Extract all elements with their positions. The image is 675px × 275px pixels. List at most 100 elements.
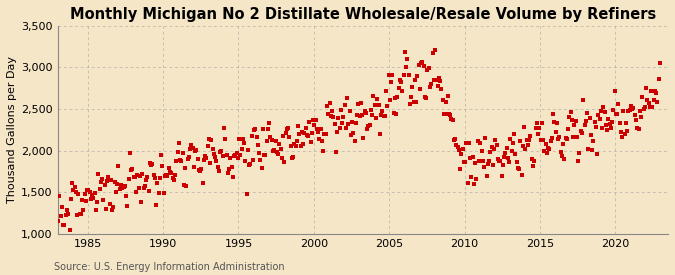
Point (583, 146, 594, 151)
Point (61, 208, 72, 212)
Point (493, 157, 504, 161)
Point (333, 116, 344, 120)
Point (394, 86, 404, 90)
Point (126, 168, 136, 172)
Point (522, 143, 533, 147)
Point (150, 176, 161, 181)
Point (136, 200, 146, 204)
Point (476, 149, 487, 153)
Text: Source: U.S. Energy Information Administration: Source: U.S. Energy Information Administ… (54, 262, 285, 272)
Point (124, 151, 135, 155)
Point (60, 213, 71, 217)
Point (161, 172, 171, 177)
Point (143, 189, 154, 194)
Point (132, 173, 142, 177)
Point (464, 141, 475, 145)
Point (556, 150, 566, 155)
Point (177, 151, 188, 155)
Point (173, 141, 184, 145)
Point (371, 116, 381, 120)
Point (502, 156, 513, 160)
Point (433, 76, 444, 81)
Point (394, 78, 405, 82)
Point (629, 112, 640, 117)
Point (368, 94, 379, 98)
Point (541, 151, 552, 155)
Point (112, 182, 123, 187)
Point (205, 161, 215, 165)
Point (251, 135, 262, 139)
Point (283, 125, 294, 130)
Point (599, 110, 610, 114)
Point (608, 107, 619, 112)
Point (481, 174, 492, 178)
Point (578, 97, 589, 102)
Point (413, 62, 424, 67)
Point (648, 97, 659, 102)
Point (102, 179, 113, 183)
Point (184, 155, 194, 159)
Point (598, 105, 609, 109)
Point (142, 175, 153, 179)
Point (67, 181, 78, 185)
Point (138, 186, 149, 191)
Point (622, 129, 632, 133)
Point (497, 163, 508, 168)
Point (277, 134, 288, 139)
Point (639, 105, 650, 109)
Point (540, 142, 551, 146)
Point (144, 161, 155, 165)
Point (646, 89, 657, 93)
Point (416, 61, 427, 65)
Point (604, 122, 615, 127)
Point (414, 87, 425, 91)
Point (576, 131, 587, 135)
Point (166, 171, 177, 175)
Point (77, 198, 88, 202)
Point (511, 160, 522, 164)
Point (556, 154, 567, 158)
Point (372, 97, 383, 101)
Point (216, 149, 227, 153)
Point (78, 208, 88, 213)
Point (73, 192, 84, 197)
Point (72, 213, 82, 217)
Point (510, 152, 521, 156)
Point (55, 214, 66, 218)
Point (626, 104, 637, 108)
Point (375, 132, 385, 137)
Point (319, 132, 330, 136)
Point (305, 140, 316, 145)
Point (468, 181, 479, 186)
Point (562, 136, 572, 141)
Point (389, 96, 400, 100)
Point (572, 134, 583, 139)
Point (382, 104, 393, 108)
Point (443, 112, 454, 116)
Point (525, 133, 536, 138)
Point (140, 177, 151, 182)
Point (448, 118, 458, 122)
Point (642, 98, 653, 102)
Point (487, 163, 498, 167)
Point (506, 149, 517, 153)
Point (202, 144, 213, 148)
Point (303, 134, 314, 139)
Point (231, 150, 242, 155)
Point (340, 102, 350, 107)
Point (653, 77, 664, 81)
Point (119, 184, 130, 188)
Point (466, 175, 477, 179)
Point (579, 123, 590, 128)
Point (570, 119, 581, 123)
Point (265, 135, 276, 139)
Point (645, 104, 655, 109)
Point (647, 104, 657, 109)
Point (465, 155, 476, 160)
Point (89, 191, 100, 195)
Point (584, 116, 595, 120)
Point (616, 130, 626, 134)
Point (209, 152, 219, 156)
Point (595, 109, 606, 114)
Point (387, 73, 398, 78)
